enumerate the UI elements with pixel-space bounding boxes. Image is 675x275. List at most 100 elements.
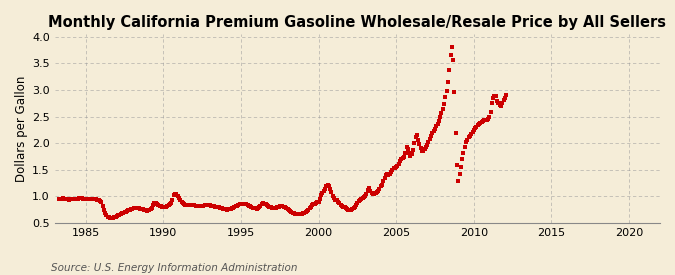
Point <box>185 202 196 207</box>
Point <box>306 203 317 208</box>
Point <box>449 89 460 94</box>
Point <box>72 197 82 201</box>
Point <box>151 201 161 205</box>
Point <box>480 118 491 122</box>
Point <box>153 203 163 207</box>
Point <box>288 211 298 215</box>
Point <box>182 203 193 207</box>
Point <box>142 208 153 213</box>
Point <box>80 197 91 201</box>
Point <box>167 197 178 202</box>
Point <box>256 202 267 206</box>
Point <box>127 207 138 211</box>
Point <box>335 202 346 207</box>
Point <box>336 204 347 208</box>
Point <box>456 164 466 169</box>
Point <box>100 211 111 216</box>
Point <box>157 205 167 209</box>
Point <box>162 204 173 208</box>
Point <box>391 165 402 169</box>
Point <box>444 68 455 73</box>
Point <box>55 197 65 201</box>
Point <box>402 146 413 151</box>
Point <box>409 141 420 145</box>
Point <box>155 204 166 208</box>
Point <box>394 161 404 166</box>
Point <box>207 204 218 208</box>
Point <box>378 178 389 183</box>
Point <box>408 148 418 152</box>
Point <box>453 178 464 183</box>
Point <box>371 190 382 194</box>
Point <box>258 201 269 205</box>
Point <box>68 197 78 201</box>
Point <box>327 193 338 198</box>
Point <box>421 145 431 149</box>
Point <box>244 204 255 208</box>
Point <box>73 197 84 201</box>
Point <box>110 215 121 219</box>
Point <box>330 197 341 202</box>
Point <box>470 126 481 131</box>
Point <box>134 206 144 211</box>
Point <box>146 206 157 210</box>
Point <box>467 129 478 134</box>
Point <box>367 192 378 196</box>
Point <box>159 205 170 209</box>
Point <box>458 151 468 155</box>
Point <box>138 208 149 212</box>
Point <box>69 197 80 201</box>
Point <box>259 201 270 206</box>
Point <box>254 205 265 210</box>
Point <box>151 202 162 206</box>
Point <box>381 173 392 177</box>
Point <box>356 196 367 201</box>
Point <box>250 206 261 211</box>
Point <box>477 119 488 123</box>
Point <box>423 140 434 144</box>
Point <box>446 45 457 49</box>
Title: Monthly California Premium Gasoline Wholesale/Resale Price by All Sellers: Monthly California Premium Gasoline Whol… <box>49 15 666 30</box>
Point <box>124 208 135 212</box>
Point <box>227 206 238 210</box>
Point <box>410 134 421 139</box>
Point <box>57 196 68 200</box>
Point <box>261 203 272 207</box>
Point <box>427 131 438 135</box>
Point <box>135 207 146 211</box>
Point <box>145 207 156 211</box>
Point <box>99 208 109 212</box>
Point <box>120 210 131 214</box>
Point <box>384 172 395 176</box>
Point <box>233 203 244 207</box>
Point <box>369 192 379 196</box>
Point <box>175 198 186 202</box>
Point <box>339 205 350 210</box>
Point <box>441 89 452 93</box>
Point <box>91 197 102 202</box>
Point <box>338 205 348 209</box>
Point <box>260 202 271 207</box>
Point <box>200 203 211 207</box>
Point <box>296 211 307 216</box>
Point <box>383 172 394 177</box>
Point <box>202 203 213 207</box>
Point <box>220 207 231 211</box>
Point <box>476 120 487 124</box>
Point <box>382 172 393 177</box>
Point <box>217 207 228 211</box>
Point <box>351 203 362 207</box>
Point <box>211 205 222 209</box>
Point <box>79 197 90 201</box>
Point <box>95 199 105 204</box>
Point <box>350 205 360 209</box>
Point <box>87 197 98 201</box>
Point <box>148 203 159 207</box>
Point <box>105 216 115 220</box>
Point <box>439 102 450 107</box>
Point <box>56 196 67 201</box>
Point <box>396 156 407 161</box>
Point <box>213 205 223 209</box>
Point <box>414 142 425 146</box>
Point <box>178 201 188 205</box>
